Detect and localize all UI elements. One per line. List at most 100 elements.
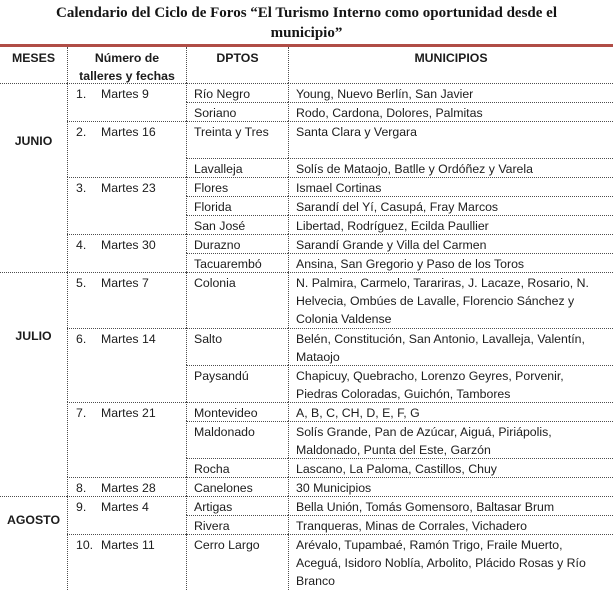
dpto-cell: Lavalleja [186, 158, 288, 177]
municipios-cell: Sarandí Grande y Villa del Carmen [288, 234, 613, 253]
workshop-date: Martes 7 [101, 276, 149, 290]
dpto-cell: Durazno [186, 234, 288, 253]
column-header-numero-label: Número de talleres y fechas [79, 51, 175, 83]
dpto-cell: Río Negro [186, 83, 288, 102]
dpto-label: Paysandú [194, 369, 249, 383]
workshop-cell: 7. Martes 21 [67, 402, 186, 477]
dpto-cell: San José [186, 215, 288, 234]
column-header-dptos-label: DPTOS [216, 51, 259, 65]
municipios-cell: Ansina, San Gregorio y Paso de los Toros [288, 253, 613, 272]
dpto-cell: Artigas [186, 496, 288, 515]
municipios-cell: 30 Municipios [288, 477, 613, 496]
dpto-label: Soriano [194, 106, 237, 120]
dpto-label: Salto [194, 332, 223, 346]
municipios-cell: Ismael Cortinas [288, 177, 613, 196]
municipios-cell: Lascano, La Paloma, Castillos, Chuy [288, 458, 613, 477]
workshop-cell: 2. Martes 16 [67, 121, 186, 177]
municipios-cell: Belén, Constitución, San Antonio, Lavall… [288, 328, 613, 365]
schedule-table: MESES Número de talleres y fechas DPTOS … [0, 47, 613, 590]
dpto-label: Cerro Largo [194, 538, 260, 552]
workshop-cell: 8. Martes 28 [67, 477, 186, 496]
dpto-cell: Soriano [186, 102, 288, 121]
month-cell-julio: JULIO [0, 272, 67, 496]
municipios-cell: Solís de Mataojo, Batlle y Ordóñez y Var… [288, 158, 613, 177]
column-header-meses-label: MESES [11, 51, 56, 65]
municipios-cell: Tranqueras, Minas de Corrales, Vichadero [288, 515, 613, 534]
dpto-label: Canelones [194, 481, 253, 495]
workshop-date: Martes 21 [101, 406, 156, 420]
municipios-cell: A, B, C, CH, D, E, F, G [288, 402, 613, 421]
workshop-date: Martes 30 [101, 238, 156, 252]
dpto-label: Rocha [194, 462, 230, 476]
workshop-cell: 5. Martes 7 [67, 272, 186, 328]
workshop-number: 3. [76, 181, 87, 195]
dpto-cell: Colonia [186, 272, 288, 328]
dpto-cell: Treinta y Tres [186, 121, 288, 158]
dpto-label: Flores [194, 181, 229, 195]
workshop-number: 5. [76, 276, 87, 290]
dpto-label: Lavalleja [194, 162, 243, 176]
dpto-label: Río Negro [194, 87, 251, 101]
column-header-municipios: MUNICIPIOS [288, 47, 613, 83]
workshop-date: Martes 9 [101, 87, 149, 101]
workshop-number: 2. [76, 125, 87, 139]
workshop-number: 1. [76, 87, 87, 101]
municipios-cell: Solís Grande, Pan de Azúcar, Aiguá, Piri… [288, 421, 613, 458]
municipios-cell: N. Palmira, Carmelo, Tarariras, J. Lacaz… [288, 272, 613, 328]
municipios-cell: Young, Nuevo Berlín, San Javier [288, 83, 613, 102]
column-header-meses: MESES [0, 47, 67, 83]
month-cell-agosto: AGOSTO [0, 496, 67, 590]
municipios-cell: Libertad, Rodríguez, Ecilda Paullier [288, 215, 613, 234]
workshop-number: 4. [76, 238, 87, 252]
municipios-cell: Rodo, Cardona, Dolores, Palmitas [288, 102, 613, 121]
municipios-cell: Sarandí del Yí, Casupá, Fray Marcos [288, 196, 613, 215]
dpto-cell: Flores [186, 177, 288, 196]
municipios-cell: Arévalo, Tupambaé, Ramón Trigo, Fraile M… [288, 534, 613, 590]
workshop-cell: 3. Martes 23 [67, 177, 186, 234]
dpto-cell: Salto [186, 328, 288, 365]
workshop-date: Martes 23 [101, 181, 156, 195]
dpto-label: Montevideo [194, 406, 258, 420]
dpto-label: Artigas [194, 500, 233, 514]
column-header-numero: Número de talleres y fechas [67, 47, 186, 83]
dpto-label: Treinta y Tres [194, 125, 269, 139]
workshop-date: Martes 16 [101, 125, 156, 139]
page-title-text: Calendario del Ciclo de Foros “El Turism… [55, 5, 557, 41]
dpto-label: Durazno [194, 238, 241, 252]
workshop-cell: 9. Martes 4 [67, 496, 186, 534]
dpto-label: Rivera [194, 519, 230, 533]
dpto-cell: Tacuarembó [186, 253, 288, 272]
dpto-cell: Paysandú [186, 365, 288, 402]
workshop-number: 7. [76, 406, 87, 420]
workshop-number: 10. [76, 538, 94, 552]
workshop-number: 9. [76, 500, 87, 514]
workshop-number: 6. [76, 332, 87, 346]
workshop-cell: 6. Martes 14 [67, 328, 186, 402]
dpto-cell: Florida [186, 196, 288, 215]
column-header-dptos: DPTOS [186, 47, 288, 83]
dpto-label: Colonia [194, 276, 236, 290]
dpto-cell: Rocha [186, 458, 288, 477]
dpto-label: San José [194, 219, 246, 233]
month-cell-junio: JUNIO [0, 83, 67, 272]
municipios-cell: Bella Unión, Tomás Gomensoro, Baltasar B… [288, 496, 613, 515]
municipios-cell: Santa Clara y Vergara [288, 121, 613, 158]
workshop-cell: 10. Martes 11 [67, 534, 186, 590]
dpto-cell: Cerro Largo [186, 534, 288, 590]
title-accent-rule [0, 44, 613, 47]
dpto-cell: Maldonado [186, 421, 288, 458]
workshop-date: Martes 4 [101, 500, 149, 514]
workshop-number: 8. [76, 481, 87, 495]
dpto-label: Tacuarembó [194, 257, 262, 271]
municipios-cell: Chapicuy, Quebracho, Lorenzo Geyres, Por… [288, 365, 613, 402]
workshop-date: Martes 14 [101, 332, 156, 346]
dpto-label: Maldonado [194, 425, 255, 439]
page-title: Calendario del Ciclo de Foros “El Turism… [0, 0, 613, 43]
workshop-cell: 4. Martes 30 [67, 234, 186, 272]
workshop-date: Martes 28 [101, 481, 156, 495]
workshop-cell: 1. Martes 9 [67, 83, 186, 121]
dpto-cell: Rivera [186, 515, 288, 534]
dpto-cell: Canelones [186, 477, 288, 496]
dpto-label: Florida [194, 200, 232, 214]
